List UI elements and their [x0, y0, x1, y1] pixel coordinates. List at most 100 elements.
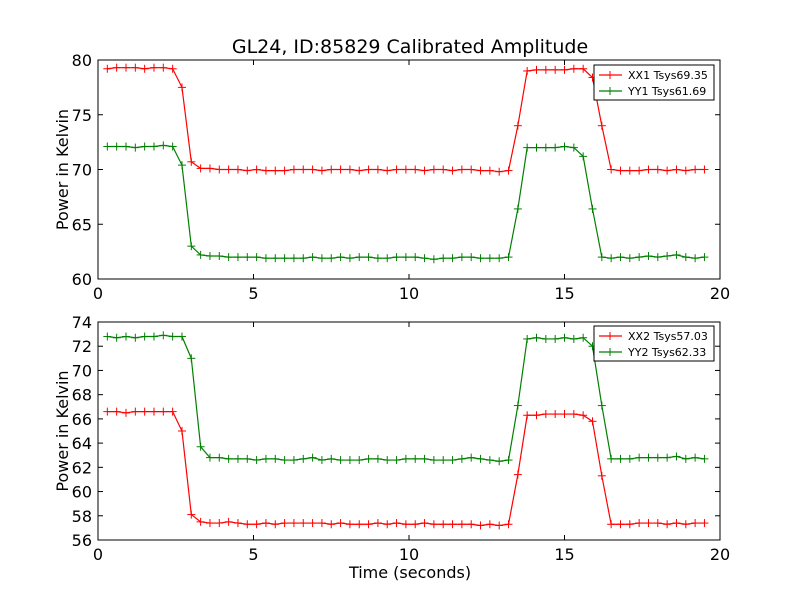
data-point [308, 453, 317, 462]
data-point [457, 520, 466, 529]
data-point [653, 519, 662, 528]
data-point [308, 165, 317, 174]
data-point [392, 456, 401, 465]
data-point [140, 332, 149, 341]
data-point [532, 333, 541, 342]
data-point [149, 407, 158, 416]
data-point [373, 254, 382, 263]
data-point [616, 166, 625, 175]
data-point [373, 519, 382, 528]
data-point [411, 454, 420, 463]
legend-box [593, 325, 715, 362]
data-point [243, 520, 252, 529]
data-point [317, 166, 326, 175]
panels: 0 5 10 15 20 60 65 70 75 80 Power in Kelvin XX1 Tsy… [53, 51, 730, 564]
data-point [140, 407, 149, 416]
data-point [551, 65, 560, 74]
data-point [187, 354, 196, 363]
data-point [467, 253, 476, 262]
data-point [131, 333, 140, 342]
data-point [392, 165, 401, 174]
data-point [485, 254, 494, 263]
legend-entry: YY2 Tsys62.33 [599, 346, 706, 359]
data-point [653, 253, 662, 262]
data-point [541, 65, 550, 74]
data-point [700, 253, 709, 262]
data-point [439, 254, 448, 263]
y-tick-label: 60 [72, 270, 92, 289]
data-point [513, 204, 522, 213]
panel-1: 0 5 10 15 20 60 65 70 75 80 Power in Kelvin XX1 Tsy… [53, 51, 730, 303]
legend-label: YY2 Tsys62.33 [627, 346, 706, 359]
data-point [532, 143, 541, 152]
data-point [560, 333, 569, 342]
data-point [112, 407, 121, 416]
data-point [112, 63, 121, 72]
data-point [299, 254, 308, 263]
data-point [700, 454, 709, 463]
data-point [635, 166, 644, 175]
data-point [373, 165, 382, 174]
data-point [224, 454, 233, 463]
data-point [317, 254, 326, 263]
data-point [364, 520, 373, 529]
data-point [233, 165, 242, 174]
x-tick-label: 0 [93, 545, 103, 564]
data-point [373, 454, 382, 463]
data-point [625, 520, 634, 529]
data-point [476, 254, 485, 263]
y-tick-label: 74 [72, 313, 92, 332]
data-point [327, 520, 336, 529]
data-point [215, 519, 224, 528]
data-point [345, 520, 354, 529]
data-point [569, 64, 578, 73]
data-point [579, 152, 588, 161]
data-point [691, 453, 700, 462]
y-tick-label: 75 [72, 106, 92, 125]
panel-2: 0 5 10 15 20 56 58 60 62 64 66 68 70 72 74 Power in Kel… [53, 313, 730, 564]
data-point [551, 143, 560, 152]
data-point [177, 427, 186, 435]
data-point [103, 64, 112, 73]
data-point [355, 520, 364, 529]
data-point [187, 157, 196, 166]
x-tick-label: 5 [248, 284, 258, 303]
data-point [420, 166, 429, 175]
data-point [635, 453, 644, 462]
data-point [439, 456, 448, 465]
data-point [504, 253, 513, 262]
data-point [271, 454, 280, 463]
data-point [588, 204, 597, 213]
data-point [187, 510, 196, 519]
data-point [233, 454, 242, 463]
y-axis-label: Power in Kelvin [53, 109, 72, 230]
data-point [681, 166, 690, 175]
data-point [476, 521, 485, 530]
data-point [355, 166, 364, 175]
data-point [504, 456, 513, 465]
y-tick-label: 72 [72, 337, 92, 356]
data-point [448, 254, 457, 263]
data-point [205, 453, 214, 462]
data-point [513, 470, 522, 479]
data-point [420, 254, 429, 263]
data-point [131, 407, 140, 416]
data-point [663, 252, 672, 261]
data-point [560, 142, 569, 151]
data-point [700, 165, 709, 174]
data-point [448, 166, 457, 175]
data-point [243, 253, 252, 262]
data-point [131, 63, 140, 72]
data-point [327, 454, 336, 463]
data-point [215, 453, 224, 462]
legend-entry: YY1 Tsys61.69 [599, 85, 706, 98]
data-point [252, 456, 261, 465]
data-point [448, 456, 457, 465]
data-point [607, 254, 616, 263]
data-point [457, 253, 466, 262]
series-line-1-2 [107, 144, 705, 260]
y-tick-label: 70 [72, 361, 92, 380]
data-point [476, 454, 485, 463]
data-point [569, 410, 578, 419]
x-tick-label: 5 [248, 545, 258, 564]
